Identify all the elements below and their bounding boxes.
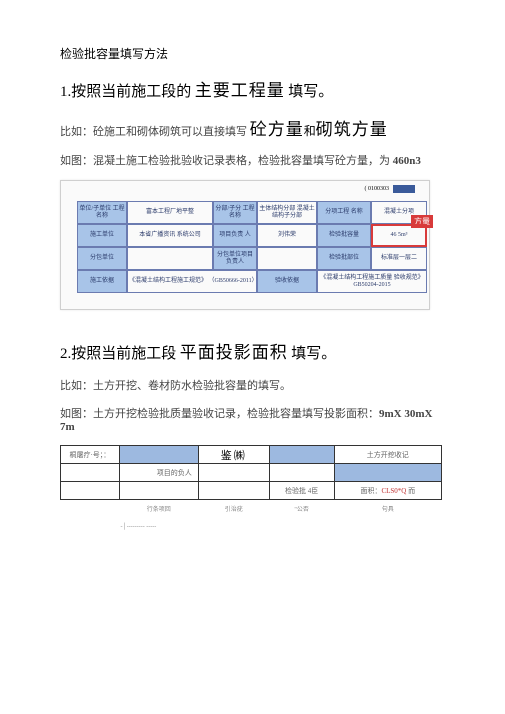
section-1-prefix: 按照当前施工段的 xyxy=(71,84,191,100)
cell-r2c2: 本省广播资讯 系统公司 xyxy=(127,224,213,247)
para-4-prefix: 如图：土方开挖检验批质量验收记录，检验批容量填写投影面积： xyxy=(60,408,379,420)
table-row: 项目的负人 xyxy=(61,464,442,482)
cell-r2c5: 检验批容量 xyxy=(317,224,371,247)
cell-r4c5: 《混凝土结构工程施工质量 验收规范》GB50204-2015 xyxy=(317,270,427,293)
cell: 检验批 4臣 xyxy=(269,482,334,500)
table-row: 检验批 4臣 面积：CLS0*Q 而 xyxy=(61,482,442,500)
cell-r4c4: 验收依据 xyxy=(257,270,317,293)
section-2-heading: 2.按照当前施工段 平面投影面积 填写。 xyxy=(60,338,445,363)
table-row: 行条项回 引治疣 "公否 句具 xyxy=(61,500,442,518)
section-2-prefix: 按照当前施工段 xyxy=(71,346,176,362)
cell-r3c4 xyxy=(257,247,317,270)
table-row: 桐屠疗·号；： 鉴㈱ 土方开挖收记 xyxy=(61,446,442,464)
fig1-table: 单位/子单位 工程名称 富本工程厂地平整 分部/子分 工程名称 主体结构分部 混… xyxy=(77,201,421,293)
cell-r1c2: 富本工程厂地平整 xyxy=(127,201,213,224)
para-2-prefix: 如图：混凝土施工检验批验收记录表格，检验批容量填写砼方量，为 xyxy=(60,155,390,167)
cell xyxy=(119,446,198,464)
cell-r3c6: 标准层一层二 xyxy=(371,247,427,270)
para-4: 如图：土方开挖检验批质量验收记录，检验批容量填写投影面积：9mX 30mX 7m xyxy=(60,405,445,433)
para-1: 比如：砼施工和砌体砌筑可以直接填写 砼方量和砌筑方量 xyxy=(60,115,445,140)
para-3: 比如：土方开挖、卷材防水检验批容量的填写。 xyxy=(60,377,445,393)
section-1-num: 1. xyxy=(60,84,71,100)
cell xyxy=(61,464,120,482)
cell xyxy=(119,482,198,500)
doc-title: 检验批容量填写方法 xyxy=(60,45,445,62)
cell-r1c4: 主体结构分部 混凝土结构子分部 xyxy=(257,201,317,224)
cell: 行条项回 xyxy=(119,500,198,518)
cell-r3c3: 分包单位项目 负责人 xyxy=(213,247,257,270)
cell xyxy=(61,482,120,500)
cell xyxy=(269,446,334,464)
cell xyxy=(61,500,120,518)
cell: "公否 xyxy=(269,500,334,518)
cell-r4c2: 《混凝土结构工程施工规范》 （GB50666-2011） xyxy=(127,270,257,293)
figure-2: 桐屠疗·号；： 鉴㈱ 土方开挖收记 项目的负人 检验批 4臣 面积：CLS0*Q… xyxy=(60,445,442,545)
cell xyxy=(198,464,269,482)
para-1-big1: 砼方量 xyxy=(250,120,304,139)
section-2-num: 2. xyxy=(60,346,71,362)
section-2-big: 平面投影面积 xyxy=(180,343,288,362)
cell: 项目的负人 xyxy=(119,464,198,482)
cell-r2c6-highlight: 46 5m³ xyxy=(371,224,427,247)
cell-r1c3: 分部/子分 工程名称 xyxy=(213,201,257,224)
cell xyxy=(198,482,269,500)
cell-r2c4: 刘伟荣 xyxy=(257,224,317,247)
cell-r4c1: 施工依据 xyxy=(77,270,127,293)
cell: 引治疣 xyxy=(198,500,269,518)
para-1-mid: 和 xyxy=(304,124,316,138)
fig1-code: ( 0100303 xyxy=(365,185,416,193)
para-2: 如图：混凝土施工检验批验收记录表格，检验批容量填写砼方量，为 460n3 xyxy=(60,152,445,168)
section-1-suffix: 填写。 xyxy=(288,84,333,100)
fig2-vert: 鉴㈱ xyxy=(221,450,247,462)
cell: 面积：CLS0*Q 而 xyxy=(334,482,441,500)
para-1-lead: 比如：砼施工和砌体砌筑可以直接填写 xyxy=(60,126,247,138)
cell-r2c1: 施工单位 xyxy=(77,224,127,247)
fig1-code-text: ( 0100303 xyxy=(365,186,390,192)
para-2-bold: 460n3 xyxy=(393,155,421,167)
figure-1: ( 0100303 单位/子单位 工程名称 富本工程厂地平整 分部/子分 工程名… xyxy=(60,180,430,310)
cell-r1c1: 单位/子单位 工程名称 xyxy=(77,201,127,224)
cell-r3c5: 检验批部位 xyxy=(317,247,371,270)
fig2-r3c5-suf: 而 xyxy=(408,487,415,495)
para-1-big2: 砌筑方量 xyxy=(316,120,388,139)
cell: -│--------- ----- xyxy=(61,518,442,536)
fig2-r3c5-pre: 面积： xyxy=(360,487,381,495)
cell-r3c2 xyxy=(127,247,213,270)
cell: 土方开挖收记 xyxy=(334,446,441,464)
table-row: -│--------- ----- xyxy=(61,518,442,536)
cell xyxy=(334,464,441,482)
section-1-heading: 1.按照当前施工段的 主要工程量 填写。 xyxy=(60,76,445,101)
fig2-r3c5-red: CLS0*Q xyxy=(381,487,406,495)
fig2-table: 桐屠疗·号；： 鉴㈱ 土方开挖收记 项目的负人 检验批 4臣 面积：CLS0*Q… xyxy=(60,445,442,536)
cell: 句具 xyxy=(334,500,441,518)
cell xyxy=(269,464,334,482)
cell: 桐屠疗·号；： xyxy=(61,446,120,464)
cell: 鉴㈱ xyxy=(198,446,269,464)
cell-r1c5: 分项工程 名称 xyxy=(317,201,371,224)
section-1-big: 主要工程量 xyxy=(195,81,285,100)
cell-r3c1: 分包单位 xyxy=(77,247,127,270)
section-2-suffix: 填写。 xyxy=(291,346,336,362)
fig1-code-block xyxy=(393,185,415,193)
cell-r2c3: 项目负责 人 xyxy=(213,224,257,247)
